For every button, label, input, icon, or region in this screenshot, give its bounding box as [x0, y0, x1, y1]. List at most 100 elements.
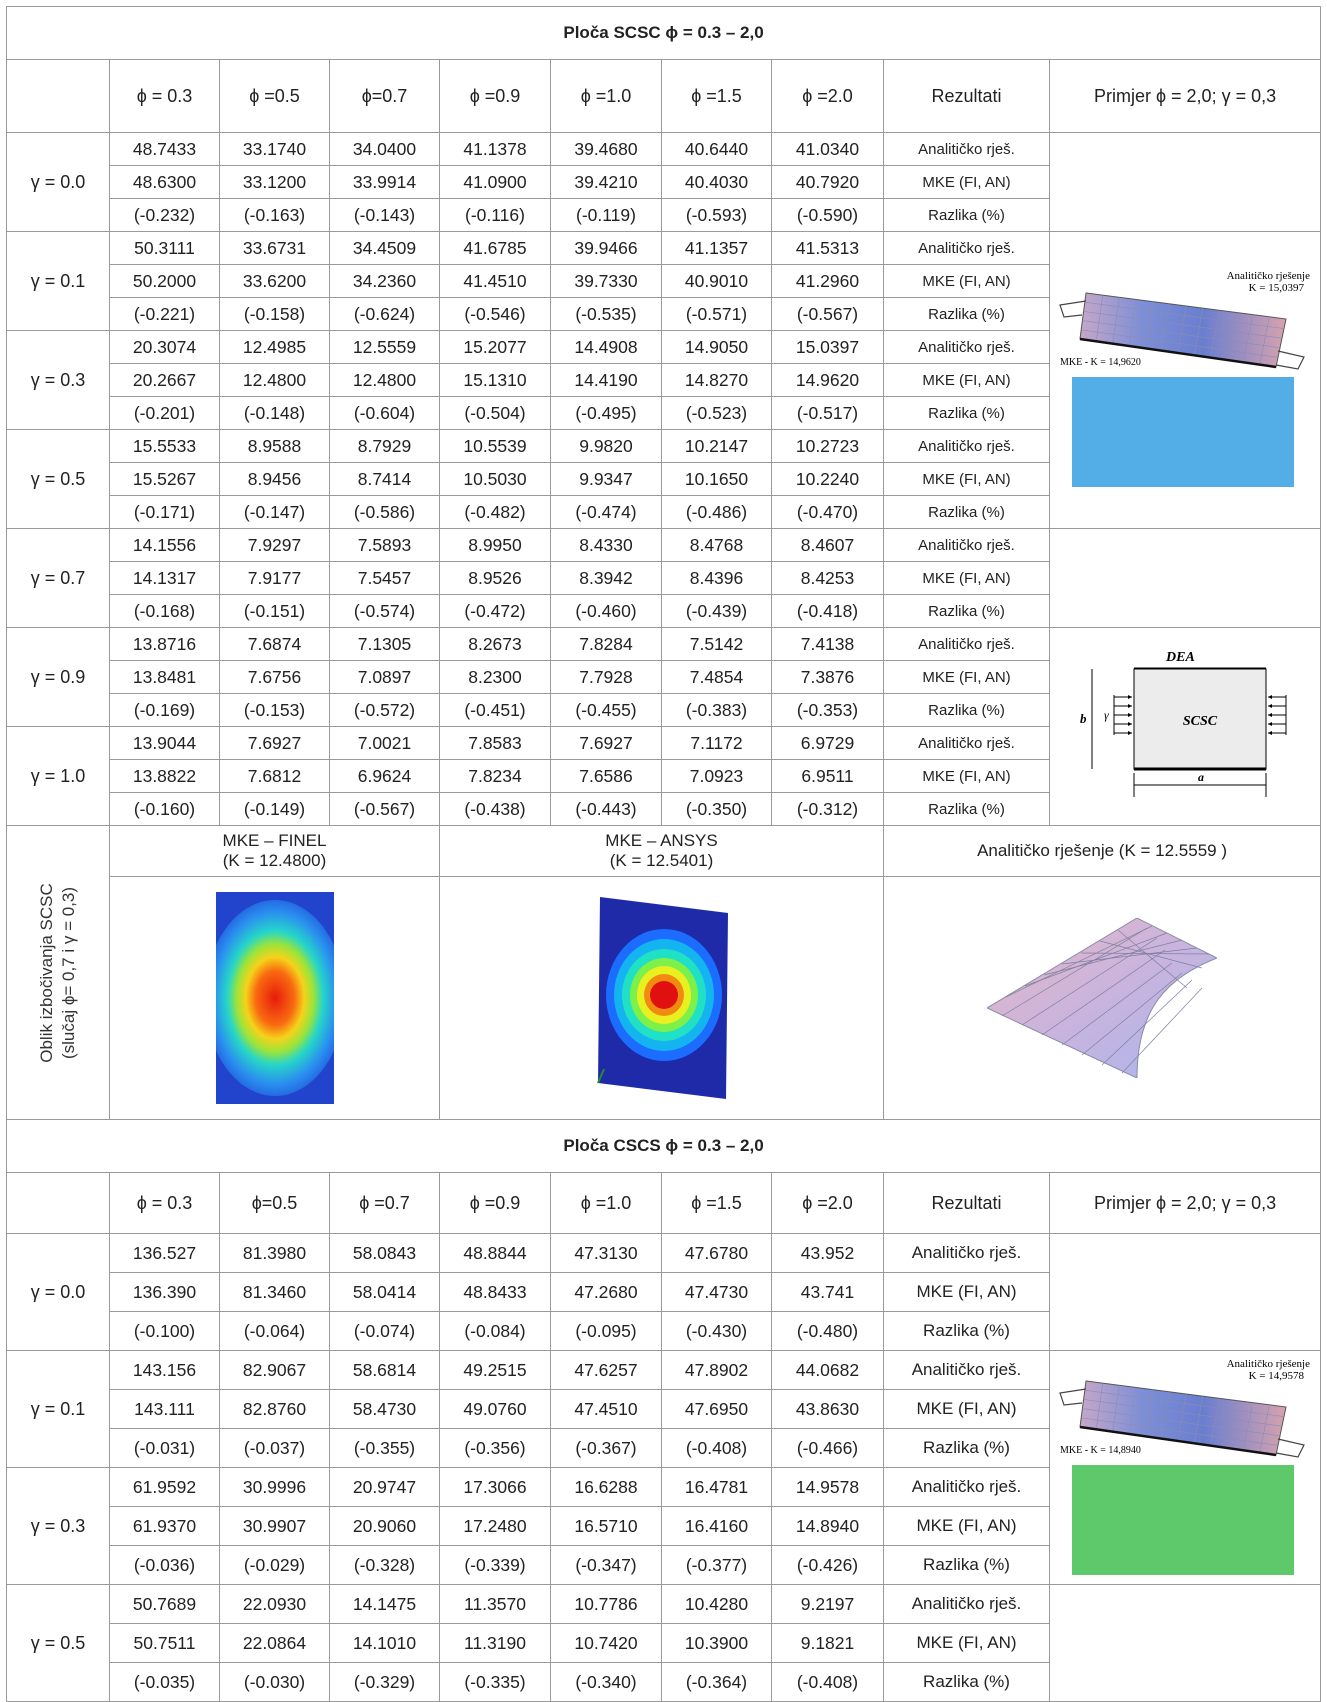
cscs-value-cell: 47.6780: [661, 1233, 772, 1273]
scsc-table-row: (-0.221) (-0.158) (-0.624) (-0.546) (-0.535)…: [7, 297, 1321, 331]
scsc-value-cell: (-0.504): [439, 396, 551, 430]
scsc-column-header: ϕ =1.5: [661, 59, 772, 133]
cscs-table-row: 143.111 82.8760 58.4730 49.0760 47.4510 47.69…: [7, 1389, 1321, 1429]
cscs-value-cell: 81.3980: [219, 1233, 330, 1273]
cscs-gamma-label: γ = 0.5: [6, 1584, 110, 1702]
scsc-value-cell: (-0.350): [661, 792, 772, 826]
scsc-value-cell: (-0.439): [661, 594, 772, 628]
example-mke-label: MKE - K = 14,8940: [1060, 1445, 1141, 1456]
cscs-table-row: (-0.100) (-0.064) (-0.074) (-0.084) (-0.095)…: [7, 1311, 1321, 1351]
scsc-value-cell: 7.0021: [329, 726, 440, 760]
cscs-value-cell: 20.9060: [329, 1506, 440, 1546]
scsc-result-type-cell: Analitičko rješ.: [883, 726, 1050, 760]
scsc-table-row: 50.2000 33.6200 34.2360 41.4510 39.7330 40.90…: [7, 264, 1321, 298]
cscs-table-row: γ = 0.0 136.527 81.3980 58.0843 48.8844 47.31…: [6, 1233, 1322, 1351]
scsc-value-cell: 15.0397: [771, 330, 884, 364]
scsc-value-cell: 12.4985: [219, 330, 330, 364]
cscs-result-type-cell: MKE (FI, AN): [883, 1623, 1050, 1663]
cscs-table-row: γ = 0.1 143.156 82.9067 58.6814 49.2515 47.62…: [6, 1350, 1322, 1585]
scsc-value-cell: (-0.383): [661, 693, 772, 727]
example-analytic-label: Analitičko rješenje: [1227, 270, 1311, 282]
cscs-value-cell: 30.9996: [219, 1467, 330, 1507]
cscs-value-cell: (-0.355): [329, 1428, 440, 1468]
cscs-value-cell: (-0.426): [771, 1545, 884, 1585]
buckling-results-table: Ploča SCSC ϕ = 0.3 – 2,0 ϕ = 0.3 ϕ =0.5 ϕ=0…: [5, 6, 1322, 1702]
scsc-value-cell: 8.4607: [771, 528, 884, 562]
scsc-value-cell: (-0.470): [771, 495, 884, 529]
scsc-table-row: (-0.168) (-0.151) (-0.574) (-0.472) (-0.460)…: [7, 594, 1321, 628]
scsc-value-cell: 41.4510: [439, 264, 551, 298]
cscs-result-type-cell: MKE (FI, AN): [883, 1272, 1050, 1312]
scsc-value-cell: 41.5313: [771, 231, 884, 265]
cscs-value-cell: 10.3900: [661, 1623, 772, 1663]
scsc-value-cell: 33.6731: [219, 231, 330, 265]
scsc-value-cell: 15.1310: [439, 363, 551, 397]
scsc-value-cell: 8.9456: [219, 462, 330, 496]
cscs-value-cell: 136.390: [109, 1272, 220, 1312]
scsc-value-cell: (-0.147): [219, 495, 330, 529]
scsc-value-cell: 8.3942: [550, 561, 662, 595]
scsc-result-type-cell: Analitičko rješ.: [883, 528, 1050, 562]
scsc-table-row: γ = 0.9 13.8716 7.6874 7.1305 8.2673 7.8284 7.…: [6, 627, 1322, 826]
cscs-result-type-cell: Analitičko rješ.: [883, 1350, 1050, 1390]
scsc-value-cell: 14.4908: [550, 330, 662, 364]
cscs-value-cell: 47.2680: [550, 1272, 662, 1312]
cscs-value-cell: 58.4730: [329, 1389, 440, 1429]
scsc-value-cell: 7.6927: [550, 726, 662, 760]
scsc-result-type-cell: MKE (FI, AN): [883, 165, 1050, 199]
cscs-table-row: γ = 0.3 61.9592 30.9996 20.9747 17.3066 16.62…: [6, 1467, 1321, 1585]
scsc-value-cell: 8.7929: [329, 429, 440, 463]
scsc-gamma-label: γ = 0.7: [6, 528, 110, 628]
scsc-value-cell: (-0.546): [439, 297, 551, 331]
ansys-caption-line2: (K = 12.5401): [609, 851, 714, 870]
ansys-contour-cell: [439, 876, 884, 1120]
scsc-value-cell: 41.6785: [439, 231, 551, 265]
scsc-value-cell: (-0.523): [661, 396, 772, 430]
scsc-column-header: ϕ =1.0: [550, 59, 662, 133]
finel-caption: MKE – FINEL (K = 12.4800): [109, 825, 440, 877]
cscs-value-cell: 9.1821: [771, 1623, 884, 1663]
cscs-column-header: ϕ =0.7: [329, 1172, 440, 1234]
scsc-column-header: ϕ =2.0: [771, 59, 884, 133]
scsc-value-cell: 48.6300: [109, 165, 220, 199]
cscs-value-cell: 49.2515: [439, 1350, 551, 1390]
scsc-value-cell: 8.4396: [661, 561, 772, 595]
scsc-value-cell: 33.1740: [219, 132, 330, 166]
scsc-result-type-cell: Analitičko rješ.: [883, 231, 1050, 265]
cscs-value-cell: (-0.377): [661, 1545, 772, 1585]
scsc-value-cell: 6.9729: [771, 726, 884, 760]
cscs-column-header: ϕ=0.5: [219, 1172, 330, 1234]
scsc-value-cell: (-0.590): [771, 198, 884, 232]
cscs-gamma-label: γ = 0.1: [6, 1350, 110, 1468]
scsc-result-type-cell: MKE (FI, AN): [883, 363, 1050, 397]
scsc-value-cell: 8.4330: [550, 528, 662, 562]
scsc-value-cell: (-0.586): [329, 495, 440, 529]
cscs-value-cell: 47.6950: [661, 1389, 772, 1429]
cscs-value-cell: 47.8902: [661, 1350, 772, 1390]
mode-label-cell: Oblik izbočivanja SCSC (slučaj ϕ= 0,7 i …: [6, 825, 110, 1120]
scsc-value-cell: 7.9177: [219, 561, 330, 595]
cscs-value-cell: 47.4730: [661, 1272, 772, 1312]
scsc-column-header: Rezultati: [883, 59, 1050, 133]
finel-caption-line1: MKE – FINEL: [222, 831, 327, 850]
scsc-diagram-cell: DEA SCSC γ b a: [1048, 627, 1322, 826]
scsc-value-cell: (-0.443): [550, 792, 662, 826]
cscs-value-cell: 136.527: [109, 1233, 220, 1273]
scsc-value-cell: 14.1556: [109, 528, 220, 562]
scsc-result-type-cell: Razlika (%): [883, 396, 1050, 430]
scsc-value-cell: (-0.163): [219, 198, 330, 232]
scsc-value-cell: (-0.169): [109, 693, 220, 727]
scsc-value-cell: 39.4210: [550, 165, 662, 199]
scsc-value-cell: 14.8270: [661, 363, 772, 397]
cscs-value-cell: 82.9067: [219, 1350, 330, 1390]
scsc-title: Ploča SCSC ϕ = 0.3 – 2,0: [5, 6, 1322, 60]
scsc-value-cell: (-0.160): [109, 792, 220, 826]
cscs-value-cell: 47.6257: [550, 1350, 662, 1390]
scsc-gamma-label: γ = 0.3: [6, 330, 110, 430]
scsc-table-row: γ = 1.0 13.9044 7.6927 7.0021 7.8583 7.6927 7.…: [6, 726, 1321, 826]
cscs-value-cell: 49.0760: [439, 1389, 551, 1429]
scsc-table-row: γ = 0.7 14.1556 7.9297 7.5893 8.9950 8.4330 8.…: [6, 528, 1322, 628]
scsc-result-type-cell: MKE (FI, AN): [883, 660, 1050, 694]
scsc-value-cell: 7.4854: [661, 660, 772, 694]
cscs-value-cell: 47.4510: [550, 1389, 662, 1429]
